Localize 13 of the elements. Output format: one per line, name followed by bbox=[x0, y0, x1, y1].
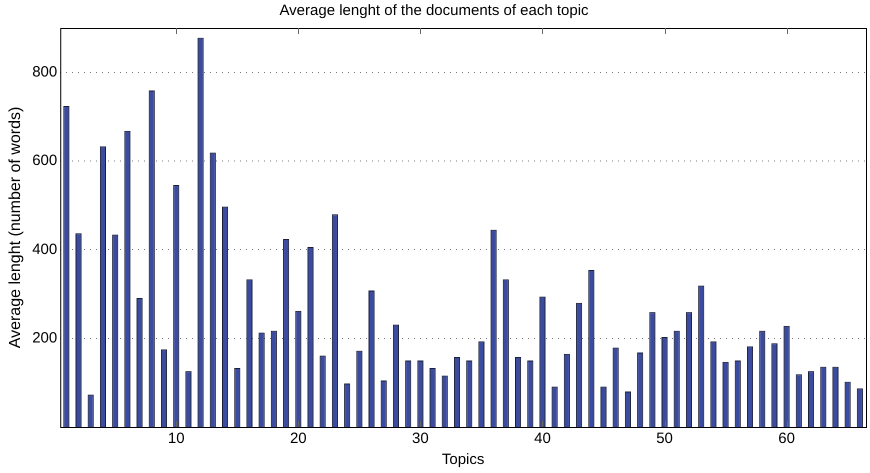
x-tick-label: 30 bbox=[412, 430, 429, 448]
x-tick-label: 10 bbox=[168, 430, 185, 448]
y-tick-label: 400 bbox=[32, 240, 58, 258]
x-tick-label: 50 bbox=[656, 430, 673, 448]
x-tick-label: 20 bbox=[290, 430, 307, 448]
y-tick-label: 800 bbox=[32, 63, 58, 80]
y-tick-label: 600 bbox=[32, 152, 58, 170]
y-axis-title: Average lenght (number of words) bbox=[7, 106, 24, 348]
x-axis-title: Topics bbox=[442, 451, 484, 468]
chart-title: Average lenght of the documents of each topic bbox=[279, 2, 590, 20]
y-tick-label: 200 bbox=[32, 329, 58, 346]
x-tick-label: 60 bbox=[778, 430, 795, 448]
x-tick-label: 40 bbox=[534, 430, 551, 448]
